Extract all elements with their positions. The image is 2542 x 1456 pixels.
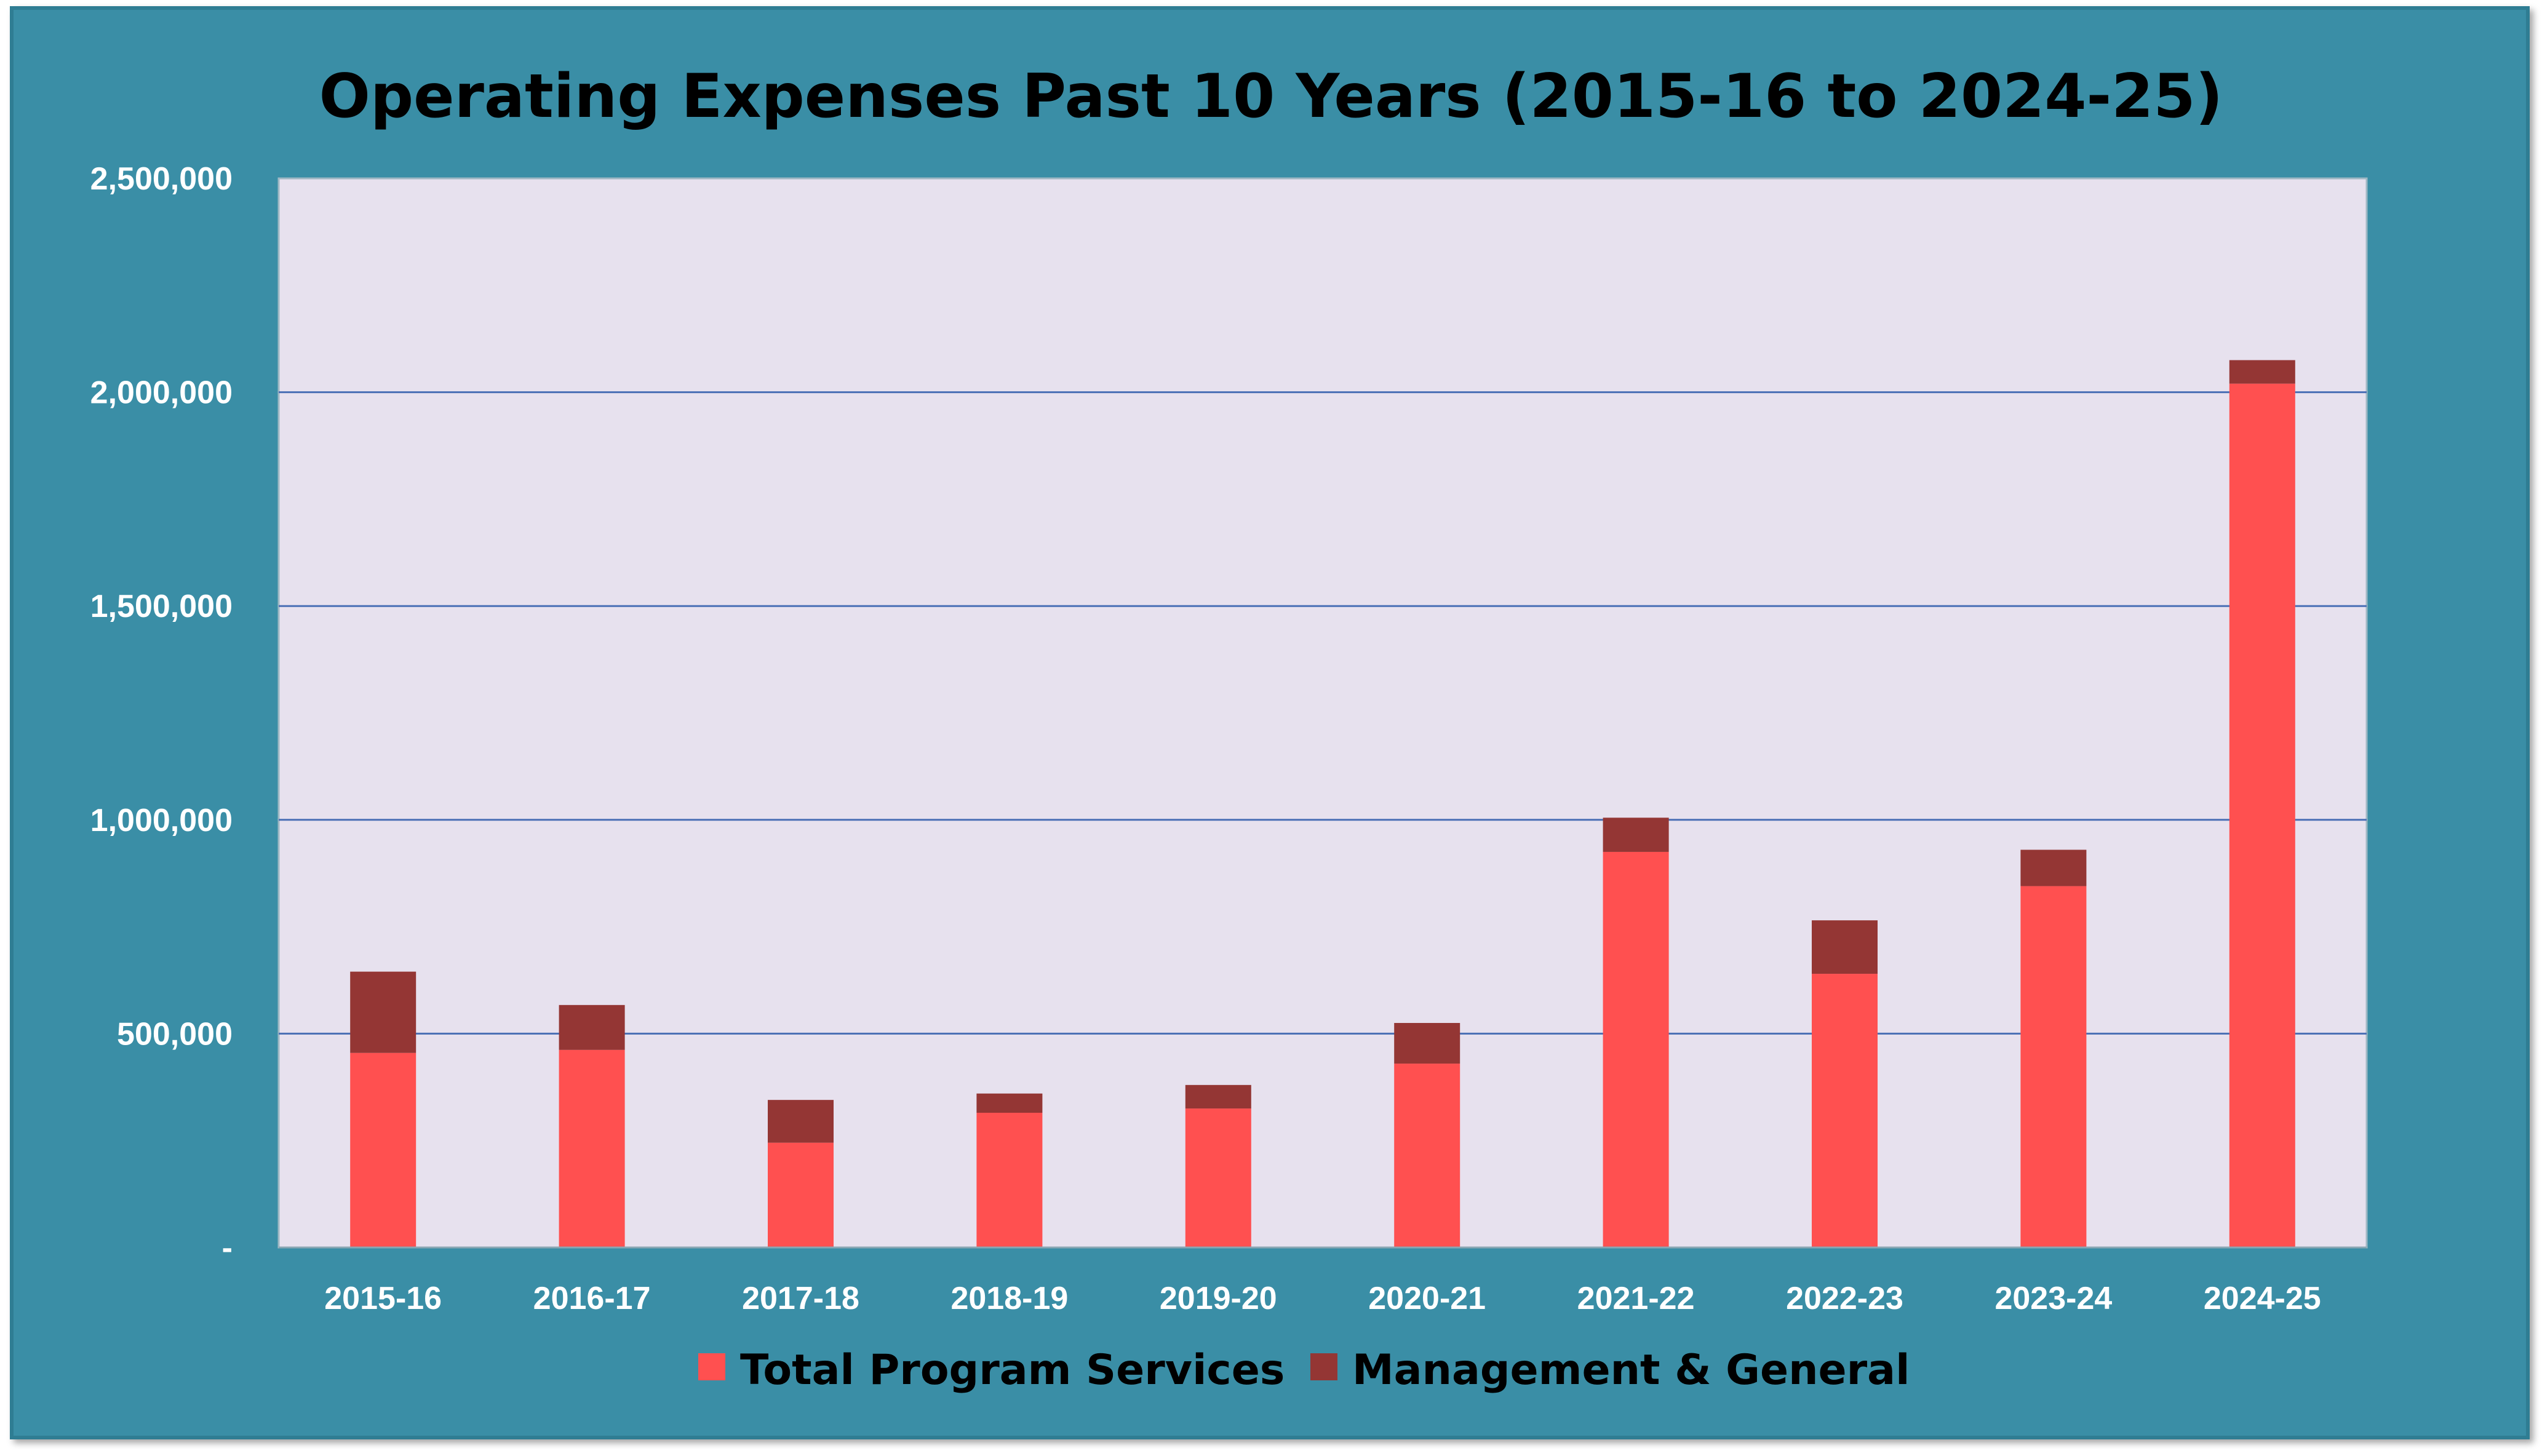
bar-management-general	[1603, 818, 1669, 852]
plot-area: - 500,000 1,000,000 1,500,000 2,000,000 2,500…	[90, 161, 2368, 1316]
x-tick-label: 2016-17	[533, 1281, 651, 1316]
y-tick-label: 1,000,000	[90, 803, 233, 838]
x-tick-label: 2018-19	[950, 1281, 1068, 1316]
bar-program-services	[768, 1142, 834, 1247]
y-tick-label: 1,500,000	[90, 589, 233, 624]
bar-program-services	[559, 1049, 625, 1247]
bar-program-services	[1812, 974, 1878, 1247]
chart-title: Operating Expenses Past 10 Years (2015-1…	[319, 62, 2223, 132]
bar-program-services	[2229, 383, 2295, 1247]
bar-program-services	[1394, 1064, 1460, 1247]
y-tick-label: 500,000	[117, 1016, 233, 1052]
legend-label: Management & General	[1352, 1346, 1910, 1394]
x-tick-label: 2017-18	[742, 1281, 859, 1316]
bar-program-services	[1185, 1108, 1251, 1247]
x-tick-label: 2022-23	[1786, 1281, 1903, 1316]
x-tick-label: 2015-16	[324, 1281, 442, 1316]
bar-management-general	[559, 1004, 625, 1050]
bar-management-general	[1394, 1023, 1460, 1064]
bar-management-general	[1812, 920, 1878, 974]
x-tick-label: 2019-20	[1160, 1281, 1277, 1316]
bar-program-services	[976, 1113, 1043, 1247]
legend: Total Program Services Management & Gener…	[698, 1346, 1910, 1394]
y-tick-label: -	[222, 1230, 233, 1266]
bar-management-general	[1185, 1084, 1251, 1109]
legend-label: Total Program Services	[740, 1346, 1285, 1394]
bar-program-services	[350, 1052, 416, 1247]
plot-background	[277, 177, 2368, 1249]
y-tick-label: 2,000,000	[90, 375, 233, 411]
bar-management-general	[2020, 849, 2087, 886]
bar-management-general	[350, 971, 416, 1053]
y-tick-label: 2,500,000	[90, 161, 233, 197]
x-tick-label: 2023-24	[1994, 1281, 2112, 1316]
x-tick-label: 2024-25	[2204, 1281, 2321, 1316]
bar-program-services	[1603, 851, 1669, 1247]
bar-management-general	[768, 1100, 834, 1143]
bar-management-general	[2229, 360, 2295, 384]
bar-management-general	[976, 1093, 1043, 1113]
legend-swatch	[698, 1353, 725, 1380]
x-tick-label: 2021-22	[1577, 1281, 1695, 1316]
bar-program-services	[2020, 886, 2087, 1247]
x-tick-label: 2020-21	[1368, 1281, 1486, 1316]
legend-swatch	[1310, 1353, 1337, 1380]
